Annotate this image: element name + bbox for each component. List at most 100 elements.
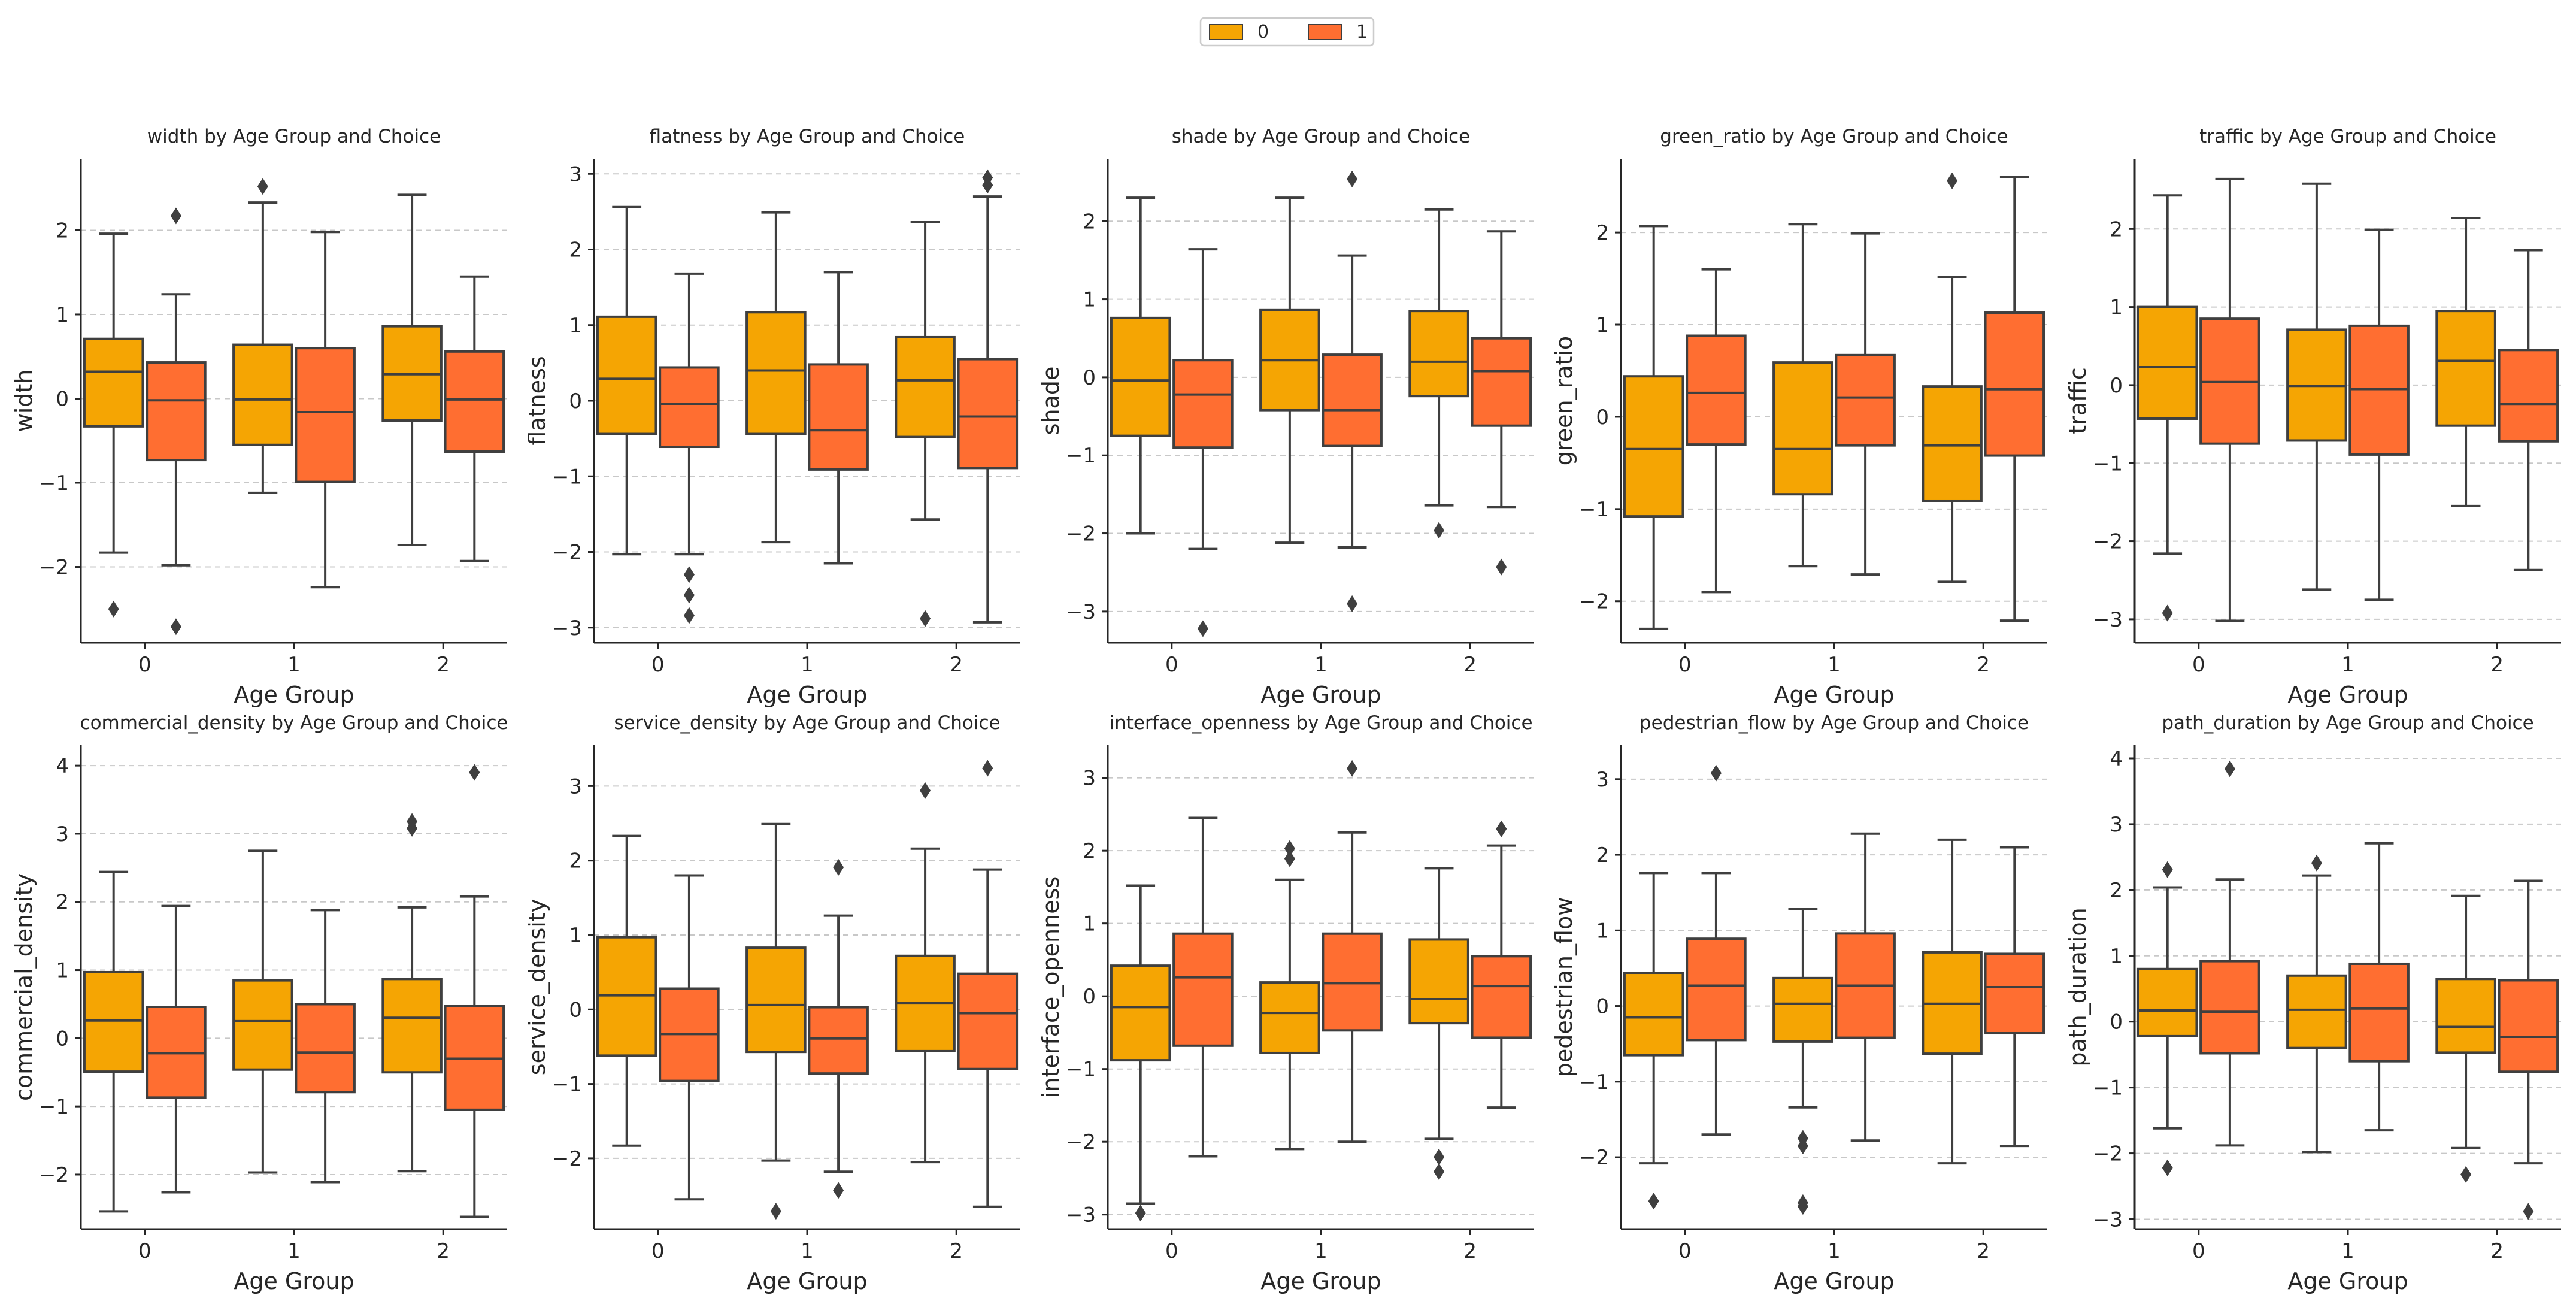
outlier-point [1347,760,1358,777]
x-axis-label: Age Group [747,682,867,708]
outlier-point [1797,1198,1808,1215]
y-tick-label: 1 [56,303,69,327]
x-tick-label: 1 [1314,1239,1328,1263]
outlier-point [108,600,119,618]
outlier-point [683,607,695,624]
x-tick-label: 0 [651,1239,665,1263]
box-series-0 [2136,967,2198,1037]
x-tick-label: 0 [138,653,151,677]
y-tick-label: −2 [39,556,69,580]
outlier-point [2311,854,2322,872]
box-series-0 [83,337,144,428]
chart-title: flatness by Age Group and Choice [650,126,965,147]
box-series-1 [808,363,869,471]
y-tick-label: 1 [1596,919,1609,943]
box-series-0 [596,315,657,435]
box-series-1 [1322,353,1383,447]
x-tick-label: 2 [1977,653,1990,677]
box-series-0 [1408,938,1469,1025]
x-tick-label: 0 [651,653,665,677]
y-tick-label: 0 [1083,985,1096,1009]
x-axis-label: Age Group [234,1268,354,1294]
y-axis-label: flatness [524,356,550,445]
y-tick-label: 4 [56,754,69,778]
y-tick-label: 1 [569,924,582,948]
y-tick-label: −2 [1066,522,1096,546]
x-axis-label: Age Group [2287,1268,2408,1294]
outlier-point [1284,850,1295,867]
y-tick-label: 1 [2110,296,2123,320]
y-tick-label: −2 [1579,1146,1609,1170]
box-series-1 [146,361,207,462]
legend: 0 1 [1199,17,1375,47]
y-tick-label: 1 [1083,912,1096,936]
x-tick-label: 0 [1678,1239,1692,1263]
y-tick-label: 0 [2110,374,2123,398]
x-axis-label: Age Group [234,682,354,708]
y-tick-label: −1 [39,1095,69,1119]
y-tick-label: 1 [569,314,582,338]
box-series-1 [2348,962,2410,1063]
x-tick-label: 2 [1977,1239,1990,1263]
x-tick-label: 1 [801,1239,814,1263]
outlier-point [469,764,480,781]
x-tick-label: 0 [1165,1239,1178,1263]
chart-title: path_duration by Age Group and Choice [2162,712,2533,734]
chart-title: service_density by Age Group and Choice [614,712,1000,734]
box-series-1 [1471,955,1532,1039]
y-tick-label: 2 [1083,210,1096,234]
chart-title: traffic by Age Group and Choice [2199,126,2496,147]
y-tick-label: 3 [56,822,69,846]
outlier-point [1434,522,1445,539]
x-tick-label: 0 [2192,1239,2205,1263]
outlier-point [770,1203,781,1220]
y-tick-label: 0 [1596,995,1609,1019]
y-tick-label: 1 [1596,313,1609,337]
chart-panel: −2 −1 0 1 2 0 1 2 Age Group green_ratio green_rati… [1551,126,2047,708]
outlier-point [920,610,931,627]
x-axis-label: Age Group [1260,1268,1381,1294]
x-axis-label: Age Group [747,1268,867,1294]
y-tick-label: −3 [1066,1203,1096,1227]
box-series-0 [381,978,443,1074]
y-tick-label: 2 [1596,843,1609,867]
x-tick-label: 2 [437,653,450,677]
outlier-point [407,819,418,837]
y-tick-label: 0 [1596,406,1609,429]
x-tick-label: 1 [2341,653,2354,677]
y-tick-label: 0 [569,998,582,1022]
box-series-1 [2498,979,2559,1073]
chart-panel: −2 −1 0 1 2 0 1 2 Age Group width width by Age Gro… [11,126,507,708]
legend-swatch-1 [1308,24,1342,40]
outlier-point [2162,861,2173,878]
box-series-1 [444,350,505,453]
x-tick-label: 1 [2341,1239,2354,1263]
box-series-1 [1686,937,1747,1042]
box-series-1 [1686,334,1747,446]
box-series-1 [295,347,356,483]
x-tick-label: 1 [1828,1239,1841,1263]
box-series-0 [1772,976,1833,1043]
box-series-0 [2136,305,2198,420]
chart-panel: −3 −2 −1 0 1 2 3 0 1 2 Age Group flatness flatness b… [524,126,1020,708]
box-series-0 [745,946,807,1054]
outlier-point [683,566,695,583]
y-tick-label: −1 [552,1073,582,1097]
box-series-1 [1172,932,1234,1047]
chart-panel: −2 −1 0 1 2 3 4 0 1 2 Age Group commercial_density c… [11,712,508,1294]
box-series-1 [1984,952,2045,1035]
y-tick-label: −3 [2093,608,2123,632]
y-axis-label: shade [1038,367,1064,435]
y-tick-label: −1 [1066,1058,1096,1082]
y-tick-label: −2 [552,541,582,565]
chart-title: interface_openness by Age Group and Choi… [1109,712,1532,734]
x-tick-label: 2 [2490,653,2504,677]
chart-panel: −3 −2 −1 0 1 2 3 4 0 1 2 Age Group path_duration path… [2065,712,2561,1294]
x-axis-label: Age Group [1260,682,1381,708]
box-series-0 [83,970,144,1073]
outlier-point [1496,820,1507,837]
y-tick-label: 3 [1596,768,1609,792]
y-tick-label: 2 [56,891,69,915]
chart-panel: −3 −2 −1 0 1 2 0 1 2 Age Group shade shade by Age G… [1038,126,1534,708]
